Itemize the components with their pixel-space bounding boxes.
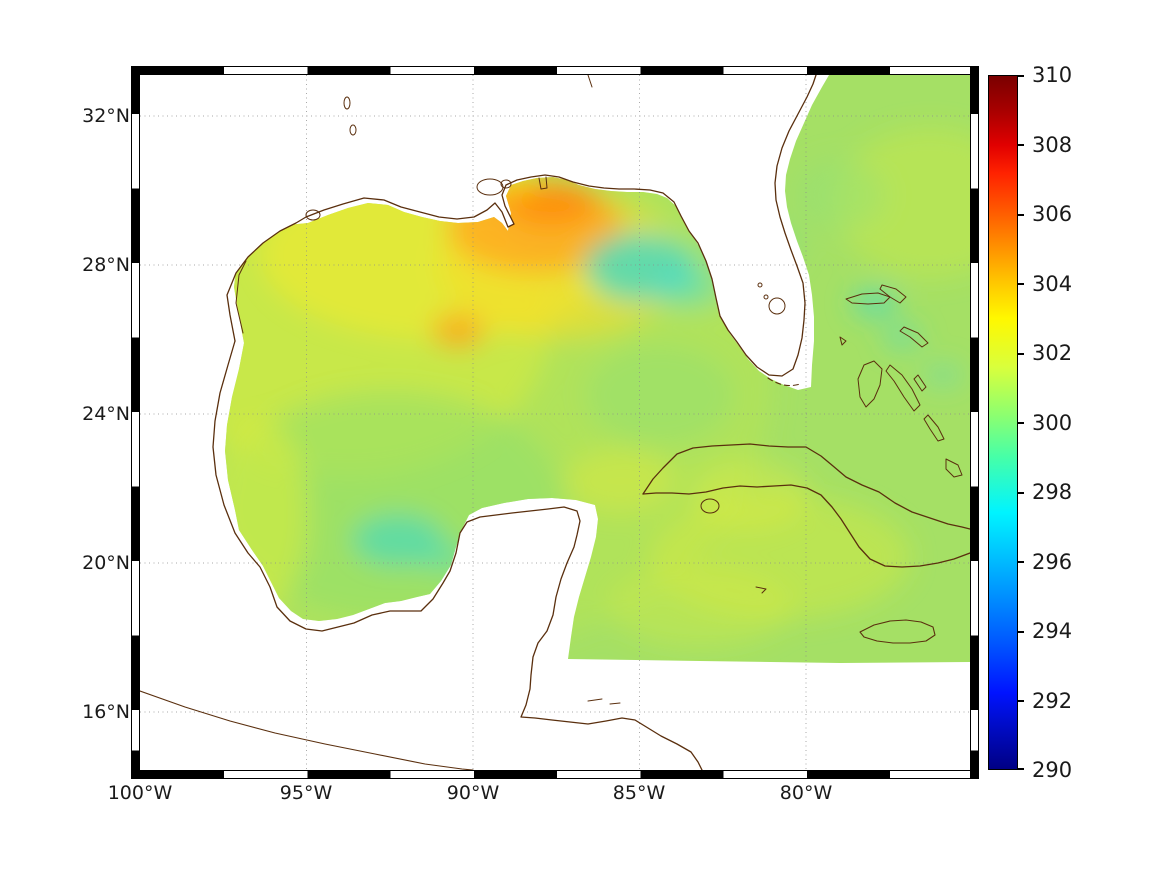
colorbar-tick-label: 306	[1032, 202, 1073, 226]
lat-tick-label: 32°N	[82, 105, 130, 127]
map-frame-left	[131, 66, 140, 779]
land-mexico-central-america	[140, 341, 702, 770]
coast-pacific-mexico	[140, 690, 474, 770]
frame-corner	[970, 66, 979, 75]
map-frame-top	[131, 66, 979, 75]
colorbar-tick	[1018, 283, 1024, 285]
bay-islands	[587, 698, 621, 705]
colorbar-tick-label: 308	[1032, 132, 1073, 157]
lon-tick-label: 80°W	[779, 782, 833, 804]
colorbar-tick	[1018, 422, 1024, 424]
colorbar-tick-label: 296	[1032, 549, 1073, 574]
colorbar-tick-label: 304	[1032, 271, 1073, 296]
gridlines	[140, 75, 970, 770]
map-frame-right	[970, 66, 979, 779]
sst-map	[140, 75, 970, 770]
lon-tick-label: 90°W	[446, 782, 500, 804]
lat-tick-label: 16°N	[82, 701, 130, 723]
coast-us-gulf-florida	[226, 75, 817, 377]
colorbar-tick	[1018, 353, 1024, 355]
coast-mexico-yucatan-honduras	[212, 340, 703, 770]
lon-tick-label: 95°W	[279, 782, 333, 804]
colorbar	[988, 75, 1018, 770]
colorbar-tick-label: 300	[1032, 410, 1073, 435]
isla-de-la-juventud	[700, 498, 720, 514]
coast-cuba-north	[642, 443, 970, 530]
bahamas-islands	[839, 284, 963, 478]
colorbar-tick-label: 298	[1032, 480, 1073, 504]
lat-tick-label: 28°N	[82, 254, 130, 276]
colorbar-tick-label: 292	[1032, 688, 1073, 713]
map-frame-bottom	[131, 770, 979, 779]
coast-cuba-south	[642, 484, 970, 568]
lat-tick-label: 20°N	[82, 552, 130, 574]
frame-corner	[970, 770, 979, 779]
colorbar-tick-label: 290	[1032, 758, 1073, 782]
colorbar-tick	[1018, 75, 1024, 77]
florida-keys	[767, 377, 801, 387]
colorbar-tick	[1018, 561, 1024, 563]
colorbar-tick	[1018, 492, 1024, 494]
colorbar-tick	[1018, 768, 1024, 770]
colorbar-tick	[1018, 144, 1024, 146]
colorbar-tick-label: 294	[1032, 619, 1073, 643]
colorbar-tick-label: 302	[1032, 341, 1073, 365]
lat-tick-label: 24°N	[82, 403, 130, 425]
colorbar-tick-label: 310	[1032, 63, 1073, 87]
land-north-america	[140, 75, 816, 376]
coastlines	[140, 75, 970, 770]
colorbar-tick	[1018, 631, 1024, 633]
colorbar-tick	[1018, 700, 1024, 702]
jamaica	[859, 619, 936, 644]
lon-tick-label: 85°W	[612, 782, 666, 804]
lon-tick-label: 100°W	[107, 782, 173, 804]
frame-corner	[131, 66, 140, 75]
coastal-lagoons-lakes	[235, 75, 786, 334]
cayman-islands	[755, 586, 767, 594]
colorbar-tick	[1018, 214, 1024, 216]
frame-corner	[131, 770, 140, 779]
